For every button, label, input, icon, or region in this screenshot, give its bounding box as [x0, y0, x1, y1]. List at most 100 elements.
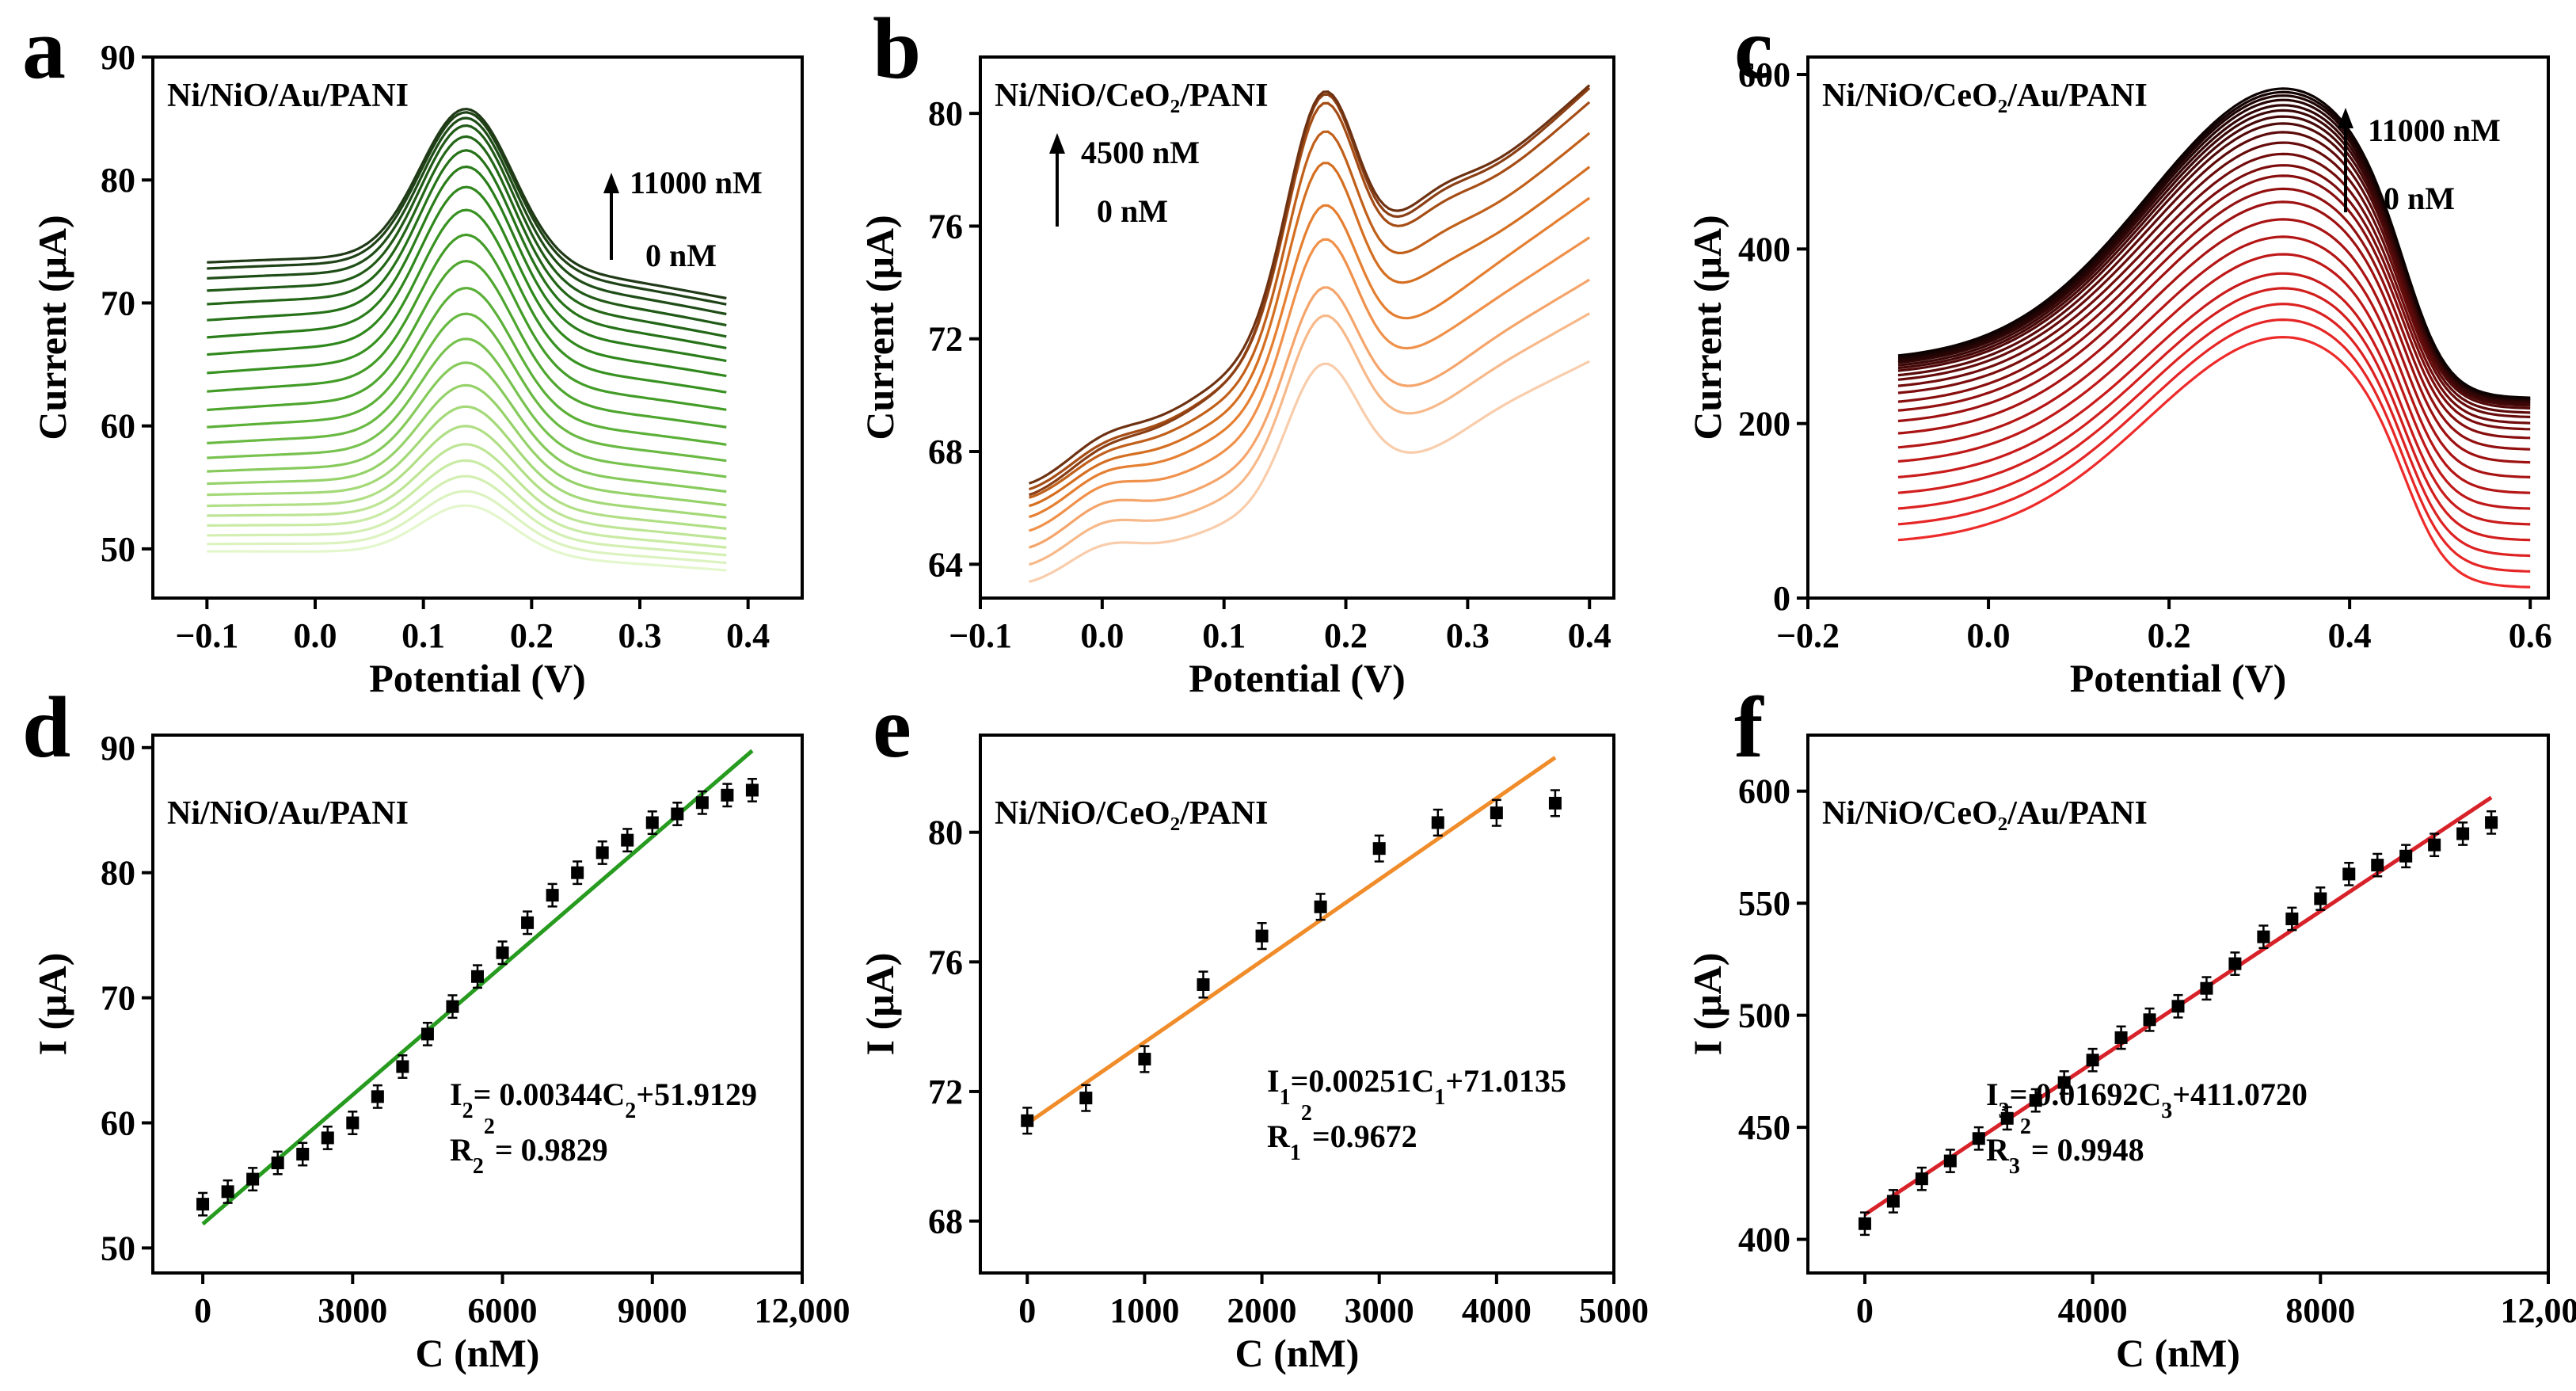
- series-curve: [207, 443, 727, 540]
- series-curve: [207, 383, 727, 507]
- y-axis-label: I (μA): [1685, 953, 1729, 1056]
- y-tick-label: 72: [928, 320, 963, 359]
- panel-letter: d: [22, 679, 70, 776]
- x-tick-label: 0.2: [510, 616, 554, 655]
- equation-subscript: 3: [1999, 1099, 2010, 1123]
- series-curve: [207, 208, 727, 394]
- x-tick-label: 3000: [318, 1291, 387, 1330]
- panel-letter: c: [1734, 0, 1773, 97]
- panel-letter: a: [22, 0, 66, 97]
- panel-title: Ni/NiO/Au/PANI: [167, 78, 409, 114]
- series-curve: [1897, 200, 2531, 464]
- data-point: [2399, 849, 2413, 863]
- data-point: [1490, 806, 1503, 820]
- series-curve: [207, 107, 727, 300]
- data-point: [2029, 1094, 2042, 1107]
- data-point: [1858, 1217, 1871, 1230]
- arrow-head-icon: [2338, 108, 2353, 128]
- series-curve: [207, 165, 727, 363]
- series-curve: [1897, 141, 2531, 418]
- equation-intercept: +51.9129: [636, 1077, 757, 1112]
- x-tick-label: 0.3: [1446, 616, 1490, 655]
- panel-title: Ni/NiO/CeO₂/Au/PANI: [1822, 78, 2148, 114]
- r2-symbol: R: [1267, 1119, 1291, 1154]
- data-point: [695, 796, 709, 810]
- y-tick-label: 0: [1773, 579, 1790, 618]
- equation-subscript: 1: [1280, 1085, 1291, 1110]
- x-tick-label: 0.1: [401, 616, 445, 655]
- series-curve: [1028, 278, 1591, 549]
- plot-frame: [151, 734, 804, 1275]
- y-tick-label: 60: [101, 407, 135, 446]
- x-tick-label: 0.4: [1568, 616, 1611, 655]
- series-curve: [1897, 218, 2531, 478]
- data-point: [645, 816, 659, 829]
- x-tick-label: 0: [194, 1291, 211, 1330]
- data-point: [496, 946, 509, 959]
- panel-e: e 0 1000 2000 3000 4000 5000 68 72 76 80 C (nM) I (μ…: [858, 679, 1649, 1375]
- r2-value: = 0.9829: [495, 1132, 608, 1168]
- panel-a: a −0.1 0.0 0.1 0.2 0.3 0.4 50 60 70 80 90 Potential …: [22, 0, 804, 700]
- x-tick-label: 4000: [1462, 1291, 1532, 1330]
- y-axis-label: Current (μA): [1685, 215, 1729, 440]
- series-curve: [207, 504, 727, 572]
- fit-equation: I1=0.00251C1+71.0135: [1267, 1063, 1566, 1110]
- y-tick-label: 60: [101, 1104, 135, 1143]
- r2-symbol: R: [1986, 1132, 2010, 1168]
- equation-body: = 0.01692C: [2010, 1077, 2162, 1112]
- x-tick-label: 0.3: [618, 616, 662, 655]
- data-point: [221, 1185, 234, 1199]
- arrow-bottom-label: 0 nM: [2384, 181, 2455, 216]
- series-curve: [1897, 152, 2531, 425]
- r2-value: = 0.9948: [2031, 1132, 2144, 1168]
- equation-body: =0.00251C: [1291, 1063, 1435, 1099]
- r-squared: R12=0.9672: [1267, 1101, 1417, 1165]
- series-curve: [1897, 164, 2531, 431]
- x-tick-label: 12,000: [2501, 1291, 2576, 1330]
- y-tick-label: 68: [928, 1202, 963, 1241]
- data-point: [2143, 1013, 2156, 1027]
- y-axis-label: I (μA): [858, 953, 902, 1056]
- panel-c: c −0.2 0.0 0.2 0.4 0.6 0 200 400 600 Potential (V)…: [1685, 0, 2552, 700]
- r-squared: R22= 0.9829: [450, 1115, 608, 1179]
- series-curve: [207, 459, 727, 549]
- y-tick-label: 76: [928, 207, 963, 246]
- r2-value: =0.9672: [1312, 1119, 1417, 1154]
- x-tick-label: 12,000: [755, 1291, 850, 1330]
- equation-symbol: I: [1267, 1063, 1280, 1099]
- y-tick-label: 64: [928, 545, 963, 584]
- arrow-top-label: 11000 nM: [630, 165, 763, 200]
- series-curve: [207, 135, 727, 338]
- x-tick-label: 8000: [2285, 1291, 2355, 1330]
- arrow-head-icon: [603, 173, 619, 193]
- x-tick-label: 0.0: [1080, 616, 1124, 655]
- data-point: [1314, 900, 1327, 913]
- series-curve: [1897, 174, 2531, 440]
- series-curve: [1897, 187, 2531, 451]
- r2-subscript: 2: [473, 1154, 484, 1179]
- data-point: [1972, 1132, 1985, 1145]
- r2-symbol: R: [450, 1132, 474, 1168]
- x-axis-label: Potential (V): [1189, 656, 1406, 700]
- x-tick-label: 0.2: [1324, 616, 1368, 655]
- x-tick-label: 3000: [1345, 1291, 1414, 1330]
- series-curve: [207, 405, 727, 519]
- plot-frame: [979, 734, 1615, 1275]
- x-axis-label: C (nM): [1235, 1331, 1360, 1375]
- data-point: [2000, 1111, 2014, 1125]
- x-axis-label: C (nM): [2116, 1331, 2240, 1375]
- x-tick-label: 0: [1018, 1291, 1036, 1330]
- data-point: [546, 889, 559, 902]
- x-tick-label: 6000: [468, 1291, 538, 1330]
- series-curve: [1028, 236, 1591, 532]
- series-curve: [207, 490, 727, 565]
- series-curve: [207, 312, 727, 463]
- panel-letter: b: [873, 0, 921, 97]
- series-curve: [1897, 287, 2531, 542]
- equation-symbol: I: [1986, 1077, 1999, 1112]
- data-point: [2485, 816, 2498, 829]
- series-curve: [207, 286, 727, 446]
- data-point: [2285, 912, 2299, 925]
- x-tick-label: −0.1: [949, 616, 1012, 655]
- series-curve: [1029, 130, 1591, 499]
